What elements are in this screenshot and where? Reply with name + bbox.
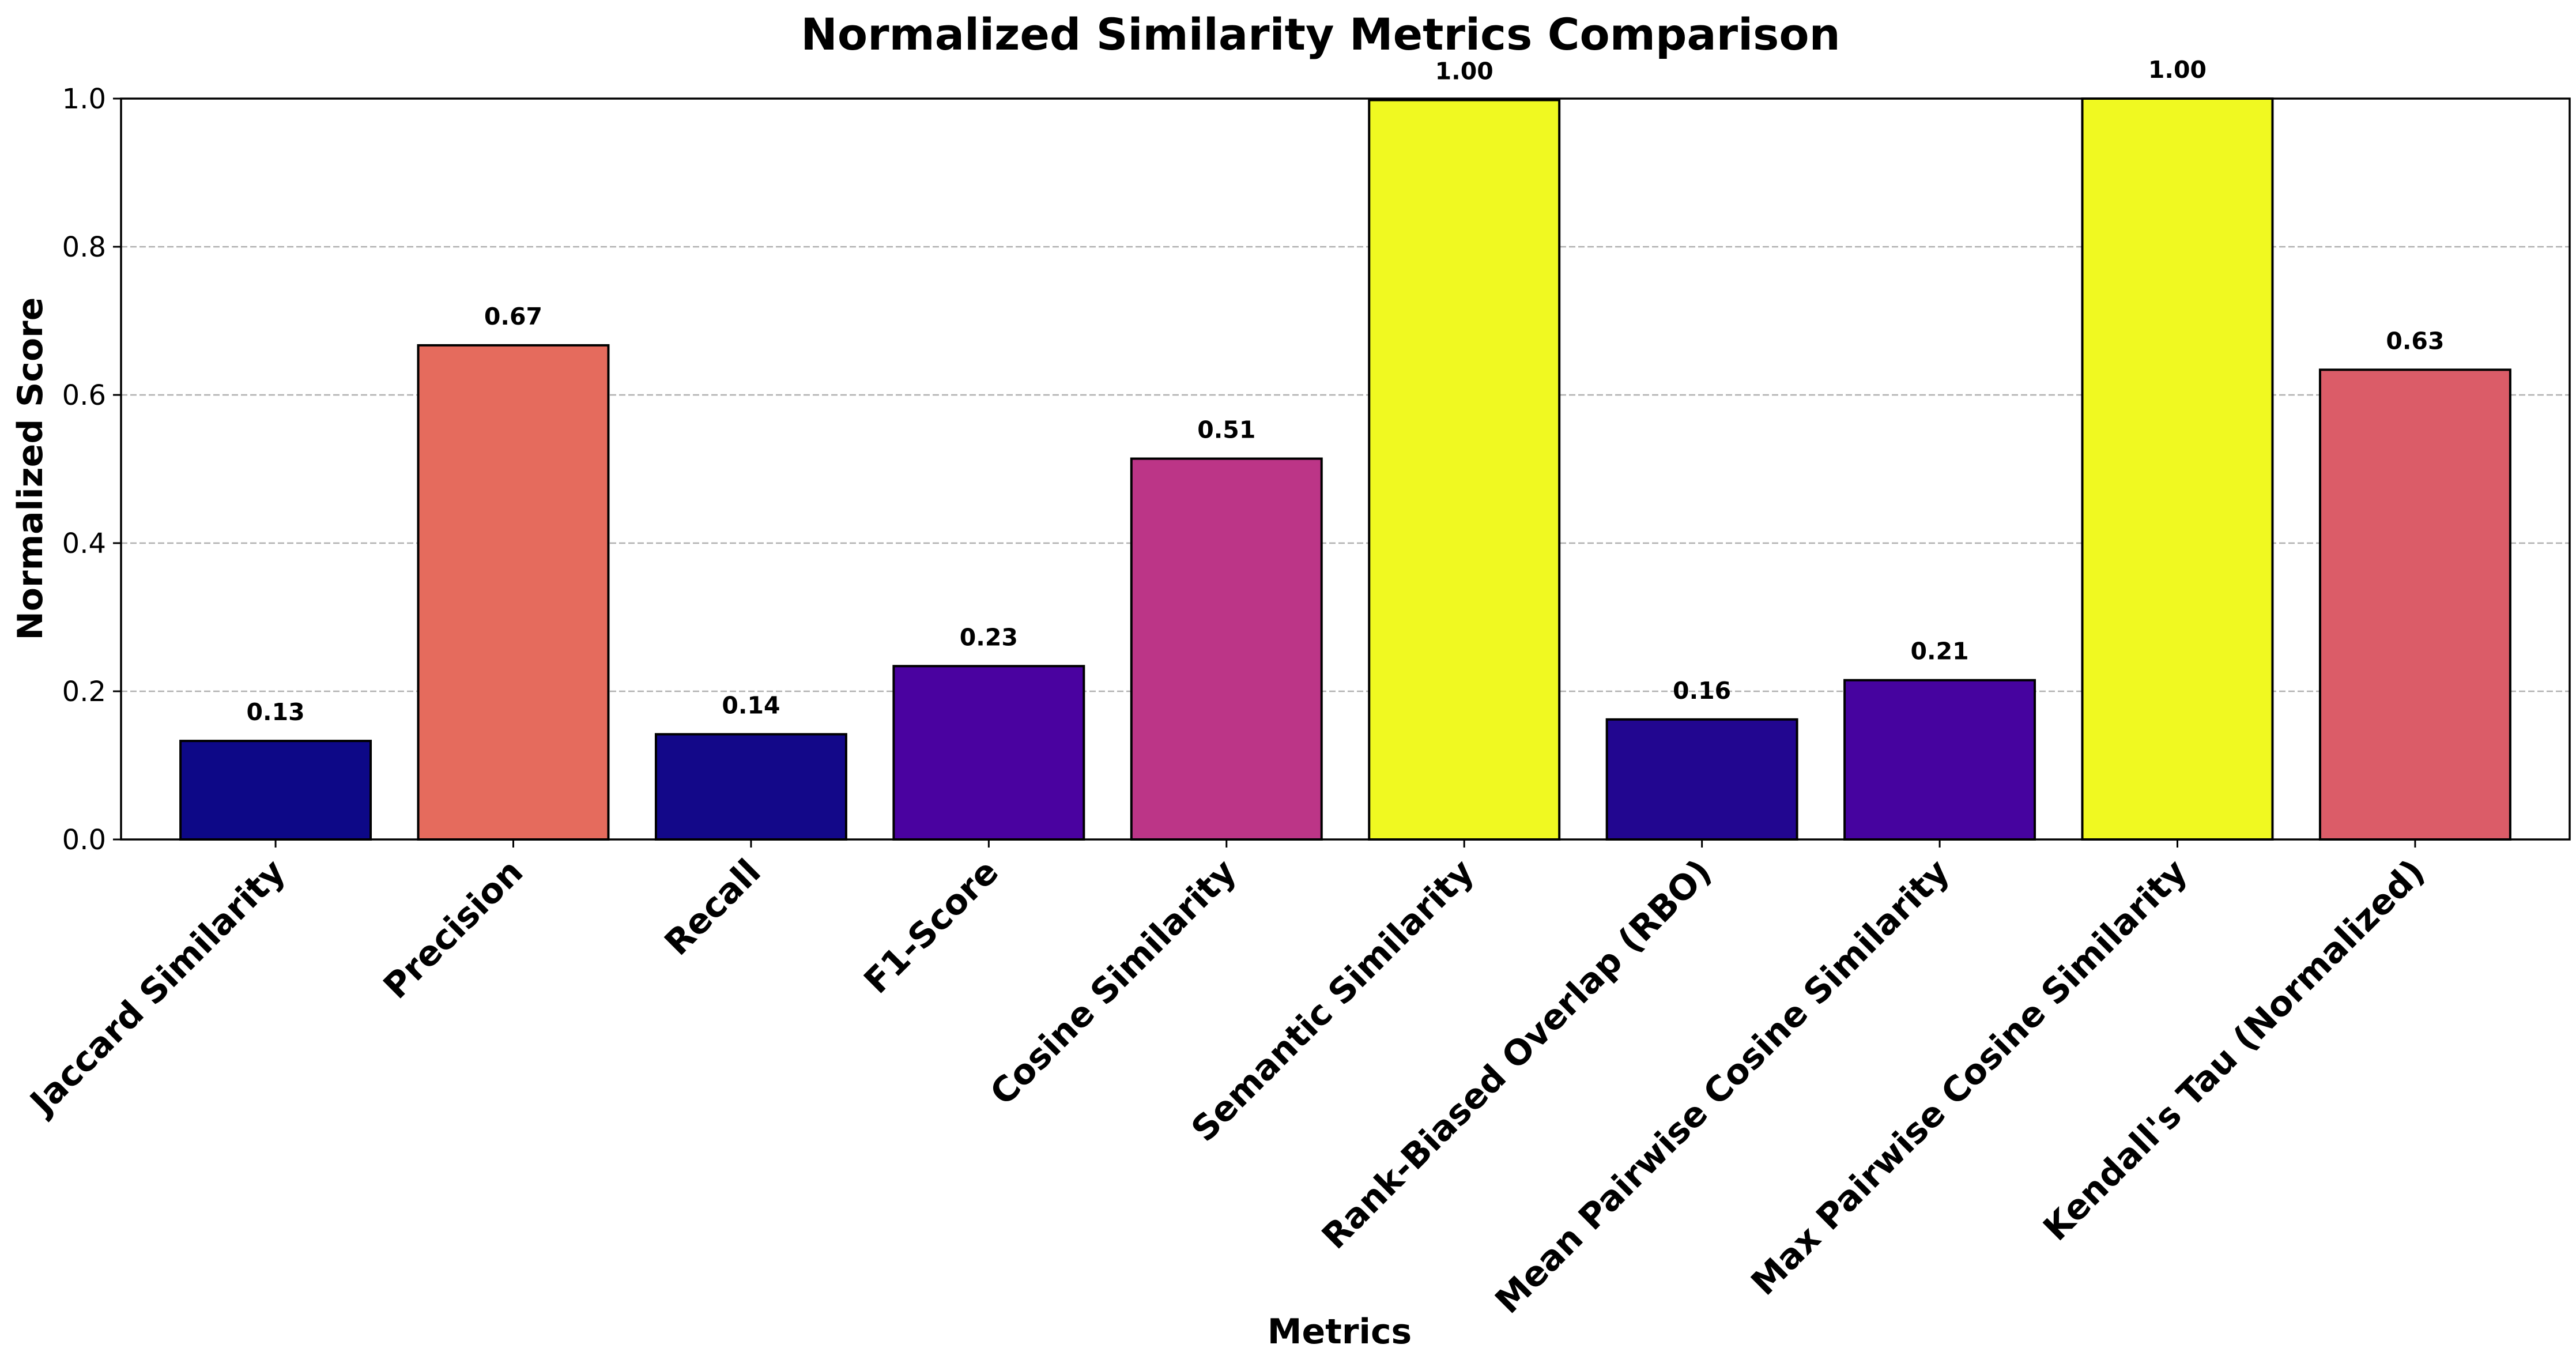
y-tick-label: 0.0: [62, 824, 106, 856]
y-axis-ticks: 0.0 0.2 0.4 0.6 0.8 1.0: [62, 83, 121, 856]
data-label: 0.21: [1910, 638, 1968, 665]
y-tick-label: 1.0: [62, 83, 106, 115]
chart-title: Normalized Similarity Metrics Comparison: [801, 9, 1840, 60]
bar: [2081, 97, 2274, 841]
data-label: 0.16: [1673, 677, 1731, 705]
bar: [892, 665, 1085, 841]
data-label: 0.14: [722, 692, 780, 720]
bar: [417, 344, 610, 841]
data-label: 0.67: [484, 303, 542, 330]
data-label: 0.13: [246, 698, 304, 726]
x-axis-label: Metrics: [1268, 1312, 1412, 1352]
x-tick-label: F1-Score: [857, 852, 1006, 1001]
bar: [1368, 99, 1561, 841]
data-labels: 0.13 0.67 0.14 0.23 0.51 1.00 0.16 0.21 1.00 0.63: [246, 56, 2444, 726]
y-tick-label: 0.4: [62, 528, 106, 560]
bar: [1843, 679, 2036, 841]
x-tick-label: Max Pairwise Cosine Similarity: [1744, 852, 2195, 1303]
bars: [179, 97, 2511, 841]
y-tick-label: 0.8: [62, 231, 106, 263]
data-label: 0.63: [2386, 327, 2444, 355]
x-tick-label: Rank-Biased Overlap (RBO): [1314, 852, 1719, 1257]
bar: [179, 740, 372, 841]
x-axis-ticks: Jaccard Similarity Precision Recall F1-Scor…: [21, 839, 2433, 1321]
plot-frame: [120, 97, 2571, 841]
x-tick-label: Recall: [657, 852, 769, 963]
y-axis-label: Normalized Score: [10, 297, 51, 641]
bar: [1130, 457, 1323, 841]
x-tick-label: Mean Pairwise Cosine Similarity: [1488, 852, 1958, 1321]
data-label: 0.51: [1197, 416, 1255, 444]
bar: [654, 733, 847, 841]
y-tick-label: 0.6: [62, 379, 106, 412]
data-label: 1.00: [2148, 56, 2207, 84]
y-tick-label: 0.2: [62, 676, 106, 708]
data-label: 1.00: [1435, 58, 1493, 85]
x-tick-label: Jaccard Similarity: [21, 852, 293, 1124]
x-tick-label: Cosine Similarity: [983, 852, 1244, 1113]
x-tick-label: Precision: [376, 852, 531, 1007]
x-tick-label: Kendall's Tau (Normalized): [2036, 852, 2433, 1249]
bar: [2318, 368, 2511, 841]
bar: [1605, 718, 1798, 841]
data-label: 0.23: [960, 623, 1018, 651]
